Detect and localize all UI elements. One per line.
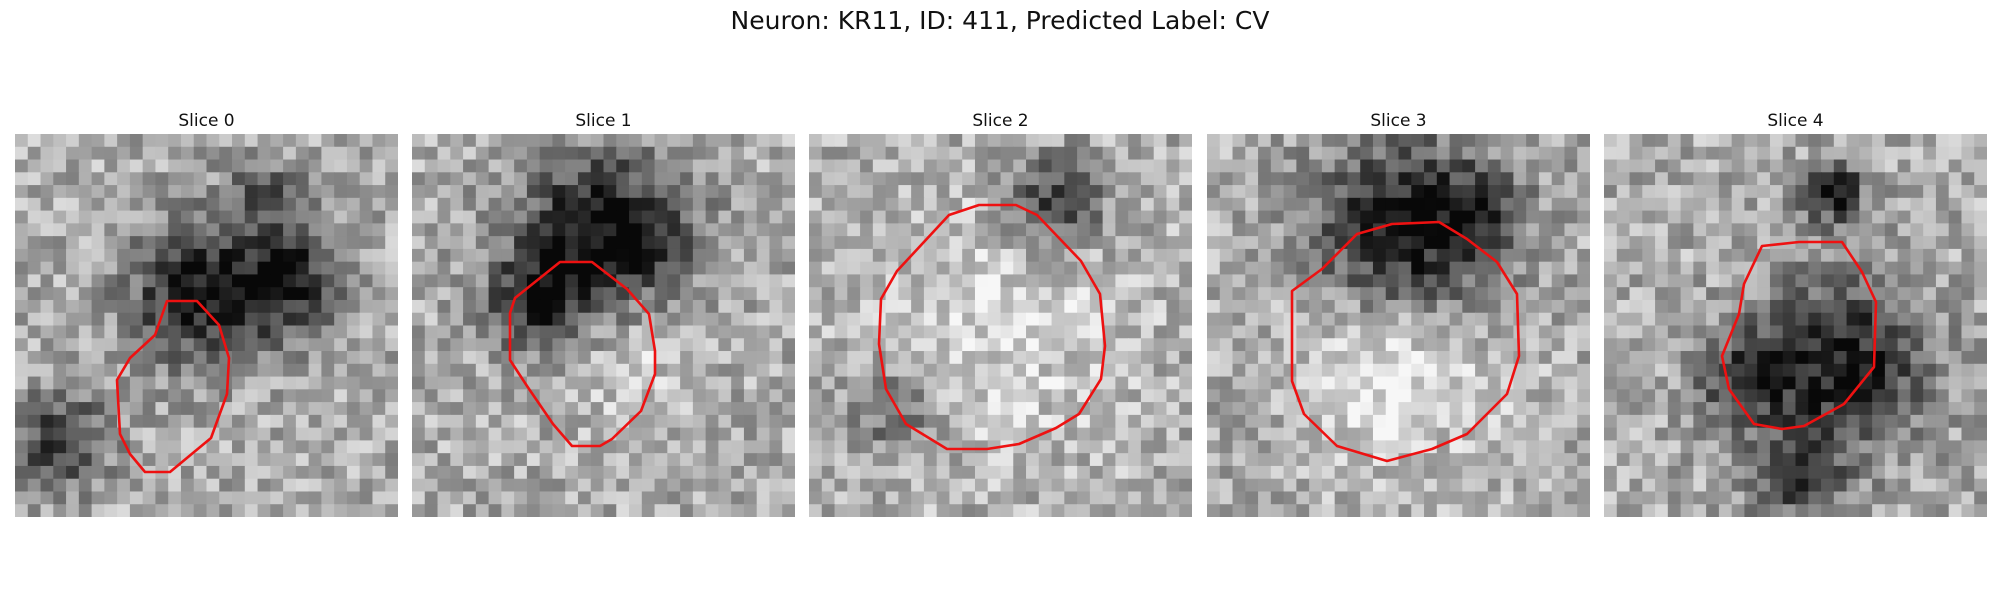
pixel-grid xyxy=(15,134,398,517)
pixel-grid xyxy=(809,134,1192,517)
slice-image xyxy=(1207,134,1590,517)
slice-panel-3: Slice 3 xyxy=(1207,108,1590,517)
slice-image xyxy=(15,134,398,517)
pixel-grid xyxy=(412,134,795,517)
slice-title: Slice 1 xyxy=(575,111,632,131)
segmentation-contour xyxy=(877,203,1107,451)
slice-image xyxy=(412,134,795,517)
pixel-grid xyxy=(1207,134,1590,517)
slice-title: Slice 4 xyxy=(1767,111,1824,131)
slice-panel-4: Slice 4 xyxy=(1604,108,1987,517)
segmentation-contour xyxy=(1290,220,1521,463)
slice-panel-0: Slice 0 xyxy=(15,108,398,517)
pixel-grid xyxy=(1604,134,1987,517)
slice-title: Slice 3 xyxy=(1370,111,1427,131)
slice-title: Slice 2 xyxy=(972,111,1029,131)
slice-image xyxy=(809,134,1192,517)
figure-title: Neuron: KR11, ID: 411, Predicted Label: … xyxy=(730,6,1270,35)
slice-panel-2: Slice 2 xyxy=(809,108,1192,517)
segmentation-contour xyxy=(115,299,231,474)
segmentation-contour xyxy=(1720,240,1878,431)
segmentation-contour xyxy=(508,260,657,448)
slice-title: Slice 0 xyxy=(178,111,235,131)
slice-panel-1: Slice 1 xyxy=(412,108,795,517)
slice-image xyxy=(1604,134,1987,517)
